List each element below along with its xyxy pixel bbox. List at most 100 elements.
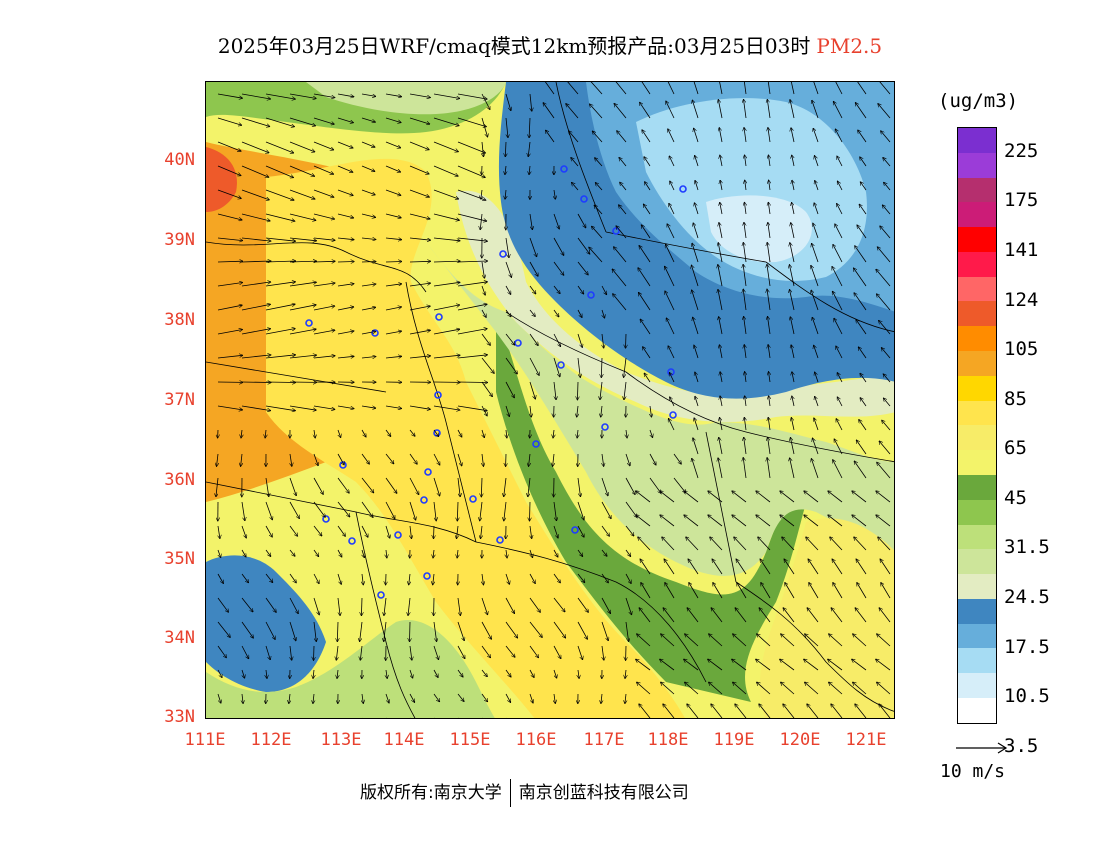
wind-arrow-icon	[708, 491, 723, 503]
wind-arrow-icon	[457, 282, 487, 287]
wind-arrow-icon	[791, 223, 795, 239]
wind-arrow-icon	[695, 180, 699, 191]
wind-arrow-icon	[313, 669, 314, 679]
wind-arrow-icon	[759, 608, 771, 623]
wind-arrow-icon	[666, 318, 675, 335]
wind-arrow-icon	[687, 608, 699, 623]
wind-arrow-icon	[241, 717, 242, 718]
wind-arrow-icon	[878, 104, 891, 119]
wind-arrow-icon	[804, 659, 819, 671]
wind-arrow-icon	[265, 141, 294, 153]
wind-arrow-icon	[644, 157, 651, 167]
wind-arrow-icon	[756, 491, 771, 503]
wind-arrow-icon	[577, 501, 584, 520]
wind-arrow-icon	[385, 307, 402, 311]
wind-arrow-icon	[767, 458, 771, 479]
wind-arrow-icon	[814, 203, 819, 215]
wind-arrow-icon	[734, 537, 747, 551]
wind-arrow-icon	[855, 246, 867, 263]
wind-arrow-icon	[217, 165, 241, 176]
wind-arrow-icon	[265, 645, 270, 660]
wind-arrow-icon	[289, 477, 296, 496]
wind-arrow-icon	[649, 453, 656, 465]
wind-arrow-icon	[337, 141, 353, 148]
wind-arrow-icon	[881, 348, 891, 359]
wind-arrow-icon	[640, 559, 651, 575]
wind-arrow-icon	[663, 608, 675, 623]
wind-arrow-icon	[692, 458, 699, 479]
wind-arrow-icon	[217, 355, 243, 359]
wind-arrow-icon	[410, 525, 412, 539]
wind-arrow-icon	[481, 309, 486, 317]
lat-label-40n: 40N	[164, 150, 195, 170]
wind-arrow-icon	[572, 182, 579, 191]
wind-arrow-icon	[836, 419, 843, 431]
wind-arrow-icon	[767, 99, 771, 119]
wind-arrow-icon	[837, 156, 843, 167]
lon-label-121e: 121E	[845, 730, 887, 750]
wind-arrow-icon	[337, 549, 342, 557]
wind-arrow-icon	[544, 82, 555, 95]
wind-arrow-icon	[337, 262, 354, 263]
lat-label-39n: 39N	[164, 230, 195, 250]
wind-arrow-icon	[768, 345, 770, 359]
colorbar-segment	[958, 450, 996, 475]
colorbar-segment	[958, 351, 996, 376]
field-blue-pale	[706, 195, 812, 263]
wind-arrow-icon	[792, 155, 794, 167]
wind-arrow-icon	[769, 180, 770, 191]
wind-arrow-icon	[457, 141, 486, 153]
lat-label-33n: 33N	[164, 707, 195, 727]
wind-arrow-icon	[688, 559, 699, 575]
wind-arrow-icon	[409, 429, 415, 436]
wind-arrow-icon	[409, 693, 415, 702]
wind-arrow-icon	[217, 573, 223, 584]
wind-arrow-icon	[745, 155, 747, 167]
wind-arrow-icon	[744, 437, 747, 455]
lat-label-36n: 36N	[164, 470, 195, 490]
wind-arrow-icon	[667, 224, 675, 239]
wind-arrow-icon	[592, 226, 603, 239]
wind-arrow-icon	[241, 93, 271, 99]
wind-arrow-icon	[457, 93, 487, 99]
wind-arrow-icon	[434, 525, 435, 539]
wind-arrow-icon	[877, 462, 891, 479]
wind-arrow-icon	[768, 128, 771, 143]
wind-arrow-icon	[668, 129, 675, 143]
wind-arrow-icon	[241, 189, 269, 200]
wind-arrow-icon	[265, 382, 296, 383]
wind-arrow-icon	[856, 440, 867, 455]
wind-arrow-icon	[482, 429, 484, 438]
lon-label-114e: 114E	[383, 730, 425, 750]
wind-arrow-icon	[601, 573, 608, 583]
wind-arrow-icon	[289, 549, 295, 556]
wind-arrow-icon	[313, 549, 319, 557]
wind-arrow-icon	[833, 101, 843, 119]
wind-arrow-icon	[457, 645, 465, 659]
wind-arrow-icon	[745, 180, 746, 191]
wind-arrow-icon	[694, 345, 699, 359]
wind-arrow-icon	[313, 237, 335, 240]
wind-arrow-icon	[767, 264, 771, 287]
wind-arrow-icon	[361, 284, 376, 286]
wind-arrow-icon	[789, 265, 795, 287]
wind-arrow-icon	[743, 264, 747, 287]
lon-label-112e: 112E	[250, 730, 292, 750]
wind-arrow-icon	[661, 634, 675, 647]
wind-arrow-icon	[289, 261, 317, 262]
wind-arrow-icon	[687, 704, 699, 718]
wind-arrow-icon	[529, 669, 534, 678]
wind-arrow-icon	[812, 100, 819, 119]
colorbar-segment	[958, 673, 996, 698]
wind-arrow-icon	[313, 693, 314, 704]
wind-arrow-icon	[482, 141, 484, 157]
wind-arrow-icon	[553, 333, 561, 347]
wind-arrow-icon	[768, 222, 771, 239]
wind-arrow-icon	[853, 682, 867, 695]
wind-arrow-icon	[613, 294, 627, 311]
wind-arrow-icon	[338, 717, 339, 718]
wind-arrow-icon	[694, 128, 699, 143]
wind-arrow-icon	[481, 525, 483, 539]
wind-arrow-icon	[217, 405, 243, 410]
colorbar-segment	[958, 524, 996, 550]
